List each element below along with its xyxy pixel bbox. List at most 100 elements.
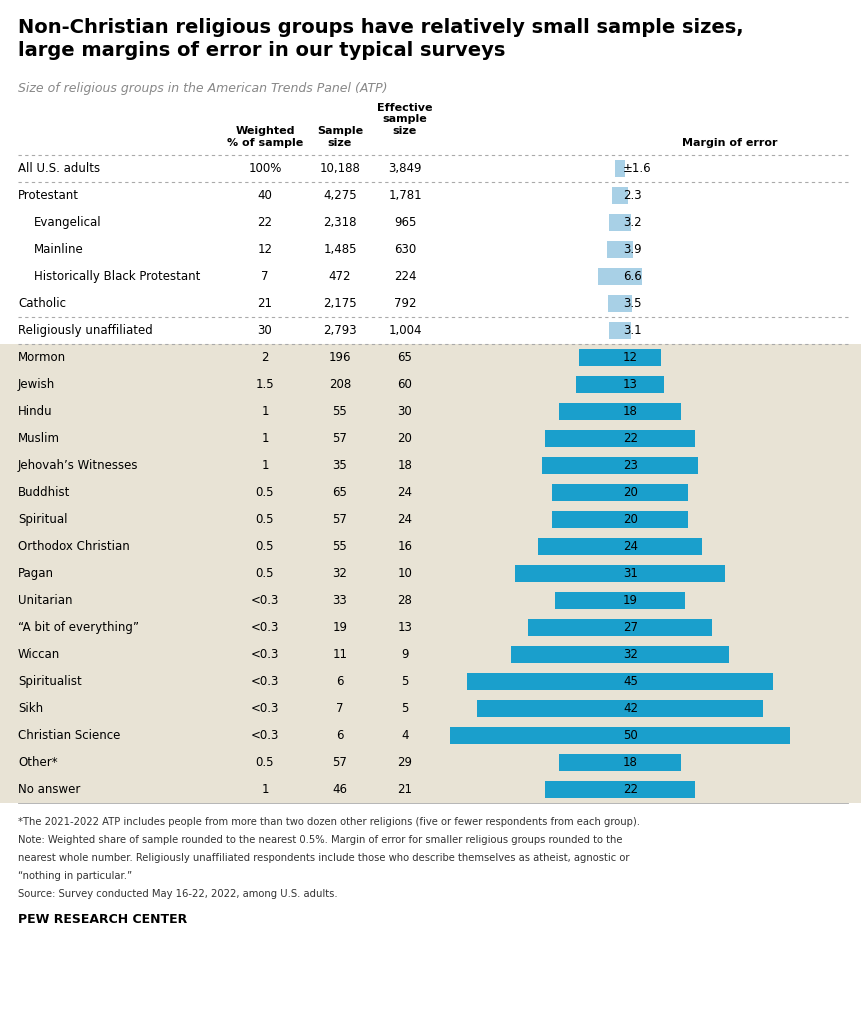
Bar xyxy=(606,241,619,258)
Text: 42: 42 xyxy=(623,702,637,715)
Text: nearest whole number. Religiously unaffiliated respondents include those who des: nearest whole number. Religiously unaffi… xyxy=(18,853,629,863)
Bar xyxy=(619,538,701,554)
Text: All U.S. adults: All U.S. adults xyxy=(18,162,100,175)
Text: Evangelical: Evangelical xyxy=(34,216,102,229)
Bar xyxy=(0,668,861,695)
Text: 0.5: 0.5 xyxy=(256,540,274,553)
Text: 3.2: 3.2 xyxy=(623,216,641,229)
Text: Jehovah’s Witnesses: Jehovah’s Witnesses xyxy=(18,459,139,472)
Text: 23: 23 xyxy=(623,459,637,472)
Bar xyxy=(0,182,861,209)
Bar xyxy=(0,749,861,776)
Bar xyxy=(514,566,619,582)
Text: 57: 57 xyxy=(332,756,347,769)
Text: 13: 13 xyxy=(397,621,412,634)
Text: Buddhist: Buddhist xyxy=(18,486,71,499)
Text: <0.3: <0.3 xyxy=(251,675,279,688)
Text: Catholic: Catholic xyxy=(18,297,66,310)
Text: Unitarian: Unitarian xyxy=(18,594,72,607)
Bar xyxy=(0,722,861,749)
Text: 0.5: 0.5 xyxy=(256,486,274,499)
Text: 2,175: 2,175 xyxy=(323,297,356,310)
Bar xyxy=(449,727,619,744)
Bar xyxy=(0,587,861,614)
Text: 3.5: 3.5 xyxy=(623,297,641,310)
Bar xyxy=(0,695,861,722)
Text: Spiritualist: Spiritualist xyxy=(18,675,82,688)
Bar xyxy=(619,673,772,690)
Text: 60: 60 xyxy=(397,379,412,391)
Text: 100%: 100% xyxy=(248,162,282,175)
Text: Source: Survey conducted May 16-22, 2022, among U.S. adults.: Source: Survey conducted May 16-22, 2022… xyxy=(18,889,338,899)
Text: 208: 208 xyxy=(329,379,350,391)
Bar xyxy=(0,290,861,317)
Bar xyxy=(551,512,619,528)
Text: 32: 32 xyxy=(623,648,637,661)
Text: 3,849: 3,849 xyxy=(387,162,421,175)
Text: 31: 31 xyxy=(623,567,637,580)
Text: 18: 18 xyxy=(397,459,412,472)
Text: 18: 18 xyxy=(623,405,637,418)
Text: 24: 24 xyxy=(397,513,412,526)
Text: 10: 10 xyxy=(397,567,412,580)
Text: 2.3: 2.3 xyxy=(623,189,641,202)
Text: 472: 472 xyxy=(328,270,350,283)
Bar xyxy=(609,322,619,339)
Text: “A bit of everything”: “A bit of everything” xyxy=(18,621,139,634)
Text: 27: 27 xyxy=(623,621,637,634)
Bar xyxy=(0,371,861,398)
Text: 45: 45 xyxy=(623,675,637,688)
Text: 3.9: 3.9 xyxy=(623,243,641,256)
Text: Hindu: Hindu xyxy=(18,405,53,418)
Text: Note: Weighted share of sample rounded to the nearest 0.5%. Margin of error for : Note: Weighted share of sample rounded t… xyxy=(18,835,622,845)
Text: 57: 57 xyxy=(332,513,347,526)
Text: 32: 32 xyxy=(332,567,347,580)
Bar xyxy=(0,155,861,182)
Text: 22: 22 xyxy=(257,216,272,229)
Text: Protestant: Protestant xyxy=(18,189,79,202)
Text: 65: 65 xyxy=(332,486,347,499)
Text: 13: 13 xyxy=(623,379,637,391)
Bar xyxy=(558,754,619,770)
Bar xyxy=(611,187,619,204)
Bar xyxy=(619,619,711,635)
Bar xyxy=(0,641,861,668)
Text: <0.3: <0.3 xyxy=(251,621,279,634)
Text: 6.6: 6.6 xyxy=(623,270,641,283)
Bar xyxy=(619,431,694,447)
Text: 965: 965 xyxy=(393,216,416,229)
Text: 4: 4 xyxy=(400,729,408,742)
Bar xyxy=(619,241,633,258)
Bar xyxy=(619,161,625,177)
Text: 40: 40 xyxy=(257,189,272,202)
Bar xyxy=(609,215,619,230)
Bar xyxy=(619,403,680,419)
Bar xyxy=(614,161,619,177)
Text: 50: 50 xyxy=(623,729,637,742)
Text: 196: 196 xyxy=(328,351,350,364)
Bar xyxy=(0,236,861,263)
Bar xyxy=(619,754,680,770)
Text: 0.5: 0.5 xyxy=(256,513,274,526)
Text: 46: 46 xyxy=(332,783,347,796)
Text: 24: 24 xyxy=(623,540,637,553)
Bar xyxy=(0,317,861,344)
Text: 22: 22 xyxy=(623,783,637,796)
Bar xyxy=(619,322,629,339)
Text: 24: 24 xyxy=(397,486,412,499)
Bar xyxy=(558,403,619,419)
Bar xyxy=(0,614,861,641)
Bar xyxy=(0,776,861,803)
Text: 9: 9 xyxy=(400,648,408,661)
Text: 1,781: 1,781 xyxy=(387,189,421,202)
Bar xyxy=(619,376,664,393)
Text: 0.5: 0.5 xyxy=(256,567,274,580)
Bar xyxy=(579,350,619,365)
Bar xyxy=(0,452,861,479)
Bar xyxy=(619,457,697,474)
Bar xyxy=(619,485,687,500)
Bar xyxy=(619,350,660,365)
Text: 30: 30 xyxy=(397,405,412,418)
Text: <0.3: <0.3 xyxy=(251,648,279,661)
Text: 18: 18 xyxy=(623,756,637,769)
